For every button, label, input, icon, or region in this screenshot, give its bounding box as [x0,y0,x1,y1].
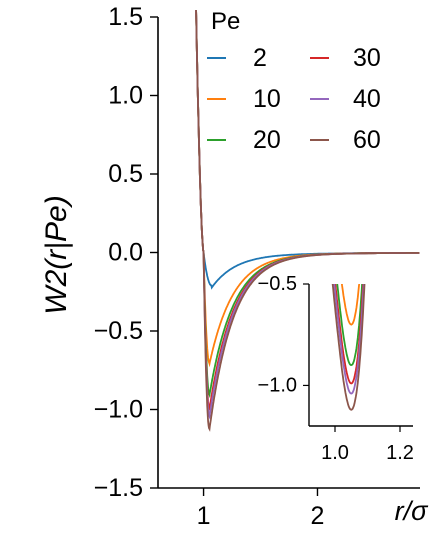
inset-y-tick-label: −1.0 [258,374,297,396]
inset-series-line-20 [336,284,363,367]
y-tick-label: −1.5 [94,474,143,502]
inset-x-tick-label: 1.0 [321,442,349,464]
legend-label-60: 60 [353,126,381,154]
legend-label-30: 30 [353,44,381,72]
inset-series-line-60 [331,284,366,411]
y-tick-label: −0.5 [94,317,143,345]
y-tick-label: 0.5 [108,160,143,188]
inset-series-line-30 [334,284,365,385]
inset-series-line-40 [333,284,365,395]
x-tick-label: 2 [311,502,325,530]
legend: Pe 2 10 20 30 40 60 [207,8,381,154]
inset-series-line-10 [340,284,361,326]
x-tick-label: 1 [197,502,211,530]
legend-title: Pe [211,8,240,35]
legend-label-20: 20 [253,126,281,154]
inset-chart: −0.5 −1.0 1.0 1.2 [258,273,414,464]
main-axes: 1.5 1.0 0.5 0.0 −0.5 −1.0 −1.5 1 2 W2(r|Pe) r/σ [40,3,429,530]
y-tick-label: 0.0 [108,239,143,267]
legend-label-10: 10 [253,85,281,113]
x-axis-label: r/σ [395,496,429,526]
inset-x-tick-label: 1.2 [386,442,414,464]
y-tick-label: 1.5 [108,3,143,31]
y-tick-label: 1.0 [108,82,143,110]
main-plot-area [195,10,420,432]
series-line-60 [195,10,420,432]
y-tick-label: −1.0 [94,396,143,424]
inset-y-tick-label: −0.5 [258,273,297,295]
legend-label-40: 40 [353,85,381,113]
legend-label-2: 2 [253,44,267,72]
series-line-2 [195,10,420,290]
y-axis-label: W2(r|Pe) [40,195,73,314]
